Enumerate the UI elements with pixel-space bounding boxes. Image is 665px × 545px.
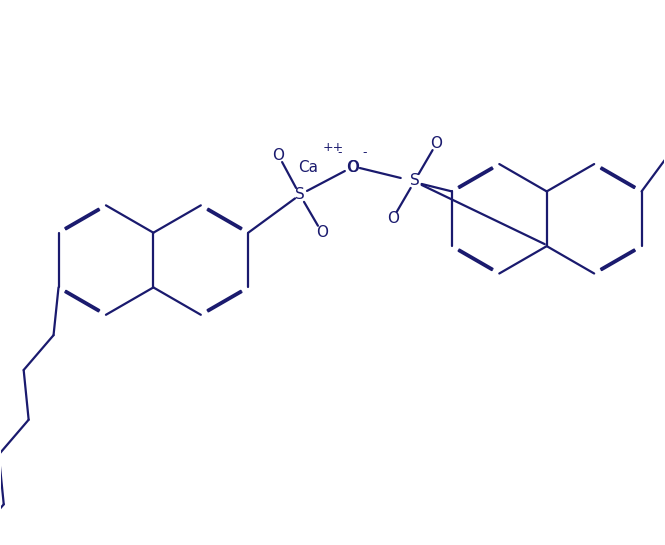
Text: O: O bbox=[387, 211, 399, 226]
Text: O: O bbox=[346, 160, 358, 174]
Text: O: O bbox=[272, 148, 284, 162]
Text: ++: ++ bbox=[323, 141, 344, 154]
Text: O: O bbox=[316, 225, 328, 240]
Text: S: S bbox=[410, 173, 420, 189]
Text: O: O bbox=[347, 160, 359, 174]
Text: -: - bbox=[362, 146, 367, 159]
Text: S: S bbox=[295, 187, 305, 202]
Text: Ca: Ca bbox=[298, 160, 318, 174]
Text: O: O bbox=[430, 136, 443, 150]
Text: -: - bbox=[338, 146, 342, 159]
